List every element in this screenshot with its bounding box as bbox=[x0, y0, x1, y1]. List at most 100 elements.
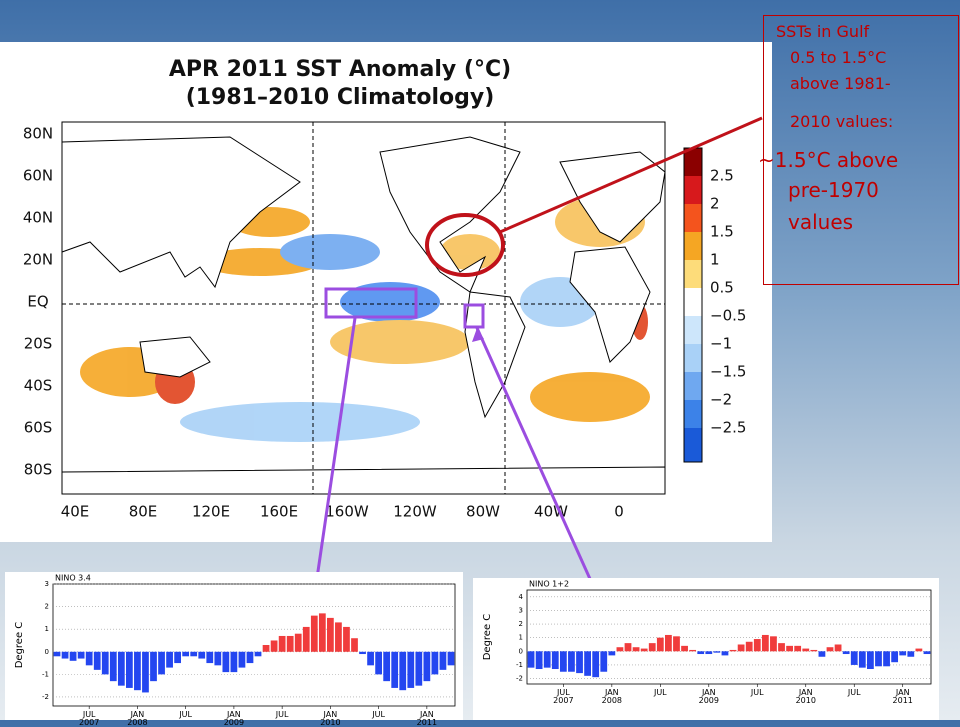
y-tick-label: -1 bbox=[42, 670, 49, 678]
bar bbox=[431, 651, 439, 675]
bar bbox=[53, 651, 61, 657]
lat-label: 80S bbox=[24, 461, 53, 479]
x-tick-label: JAN 2010 bbox=[795, 688, 816, 705]
map-title: APR 2011 SST Anomaly (°C) bbox=[169, 57, 511, 82]
bar bbox=[327, 617, 334, 652]
chart-title: NINO 1+2 bbox=[529, 580, 569, 589]
bar bbox=[867, 651, 874, 670]
bar-chart: NINO 3.4 Degree C -2 -1 0 1 2 3 bbox=[14, 574, 456, 709]
bar bbox=[158, 651, 165, 675]
lon-label: 0 bbox=[614, 503, 624, 521]
lon-label: 160W bbox=[325, 503, 369, 521]
bar bbox=[907, 651, 915, 657]
colorbar-label: 0.5 bbox=[710, 279, 734, 297]
bar bbox=[93, 651, 101, 670]
bar bbox=[584, 651, 591, 676]
bar bbox=[335, 622, 342, 652]
bar bbox=[616, 647, 624, 652]
bar bbox=[713, 651, 721, 653]
lat-label: 40S bbox=[24, 377, 53, 395]
bar bbox=[786, 645, 793, 652]
bar bbox=[174, 651, 181, 664]
bar bbox=[915, 648, 923, 652]
plot-frame bbox=[52, 583, 456, 707]
bar bbox=[238, 651, 246, 668]
bar bbox=[818, 651, 826, 657]
bar bbox=[294, 633, 302, 652]
callout-text: 0.5 to 1.5°C bbox=[790, 48, 887, 67]
bar bbox=[383, 651, 391, 682]
bar bbox=[359, 651, 366, 655]
callout-text: SSTs in Gulf bbox=[776, 22, 870, 41]
bar bbox=[858, 651, 866, 668]
lon-label: 120E bbox=[192, 503, 230, 521]
chart-panel: NINO 1+2 Degree C -2 -1 0 1 2 3 4 JUL 2007 JAN 200… bbox=[473, 578, 939, 720]
x-tick-label: JUL bbox=[275, 710, 289, 719]
bar bbox=[182, 651, 190, 657]
x-tick-label: JAN 2008 bbox=[127, 710, 148, 727]
bar bbox=[600, 651, 608, 672]
y-axis-label: Degree C bbox=[482, 614, 493, 661]
colorbar-label: −2 bbox=[710, 391, 732, 409]
x-tick-label: JUL bbox=[179, 710, 192, 719]
colorbar-label: −1.5 bbox=[710, 363, 746, 381]
lon-label: 80W bbox=[466, 503, 500, 521]
bar bbox=[262, 645, 270, 652]
bar bbox=[689, 649, 697, 652]
nino34-box bbox=[324, 287, 418, 319]
bar bbox=[721, 651, 729, 656]
x-tick-label: JUL 2007 bbox=[553, 688, 574, 705]
colorbar-label: −2.5 bbox=[710, 419, 746, 437]
lat-label: 20S bbox=[24, 335, 53, 353]
lon-label: 40E bbox=[61, 503, 90, 521]
bar bbox=[632, 647, 640, 652]
bar bbox=[681, 645, 688, 652]
bar bbox=[109, 651, 117, 682]
bar bbox=[391, 651, 399, 688]
bar bbox=[705, 651, 713, 655]
bar bbox=[246, 651, 254, 664]
bar bbox=[375, 651, 382, 675]
bar bbox=[794, 645, 802, 652]
y-tick-label: 3 bbox=[519, 606, 523, 614]
bar bbox=[883, 651, 890, 667]
callout-pointer bbox=[499, 116, 763, 234]
y-tick-label: 2 bbox=[519, 620, 523, 628]
y-tick-label: 4 bbox=[519, 593, 524, 601]
lat-label: 60S bbox=[24, 419, 53, 437]
callout-box: SSTs in Gulf 0.5 to 1.5°C above 1981- 2010 … bbox=[758, 15, 959, 285]
x-tick-label: JAN 2009 bbox=[698, 688, 719, 705]
x-tick-label: JUL bbox=[750, 688, 764, 697]
nino12-box bbox=[463, 303, 485, 329]
bar bbox=[891, 651, 899, 663]
colorbar-label: 2.5 bbox=[710, 167, 734, 185]
bar bbox=[673, 636, 680, 652]
chart-panel: NINO 3.4 Degree C -2 -1 0 1 2 3 JUL 2007 JAN 2008… bbox=[5, 572, 463, 727]
colorbar-label: −1 bbox=[710, 335, 732, 353]
bar bbox=[415, 651, 423, 686]
bar bbox=[407, 651, 415, 688]
bar bbox=[142, 651, 149, 693]
bar bbox=[126, 651, 133, 688]
x-tick-label: JUL 2007 bbox=[78, 710, 100, 727]
x-tick-label: JAN 2009 bbox=[223, 710, 245, 727]
bar bbox=[592, 651, 600, 678]
bar bbox=[302, 626, 310, 652]
callout-text: ~1.5°C above bbox=[758, 148, 899, 172]
y-tick-label: 3 bbox=[45, 580, 49, 588]
y-tick-label: 2 bbox=[45, 603, 49, 611]
map-plot bbox=[61, 121, 666, 495]
bar bbox=[826, 647, 834, 652]
bar bbox=[899, 651, 907, 656]
bar bbox=[230, 651, 238, 673]
bar bbox=[117, 651, 125, 686]
bar bbox=[648, 643, 656, 652]
bar bbox=[802, 648, 810, 652]
colorbar-label: −0.5 bbox=[710, 307, 746, 325]
x-tick-label: JAN 2008 bbox=[601, 688, 622, 705]
bar bbox=[134, 651, 141, 691]
lon-label: 80E bbox=[129, 503, 158, 521]
lat-label: 60N bbox=[23, 167, 53, 185]
bar bbox=[439, 651, 447, 670]
